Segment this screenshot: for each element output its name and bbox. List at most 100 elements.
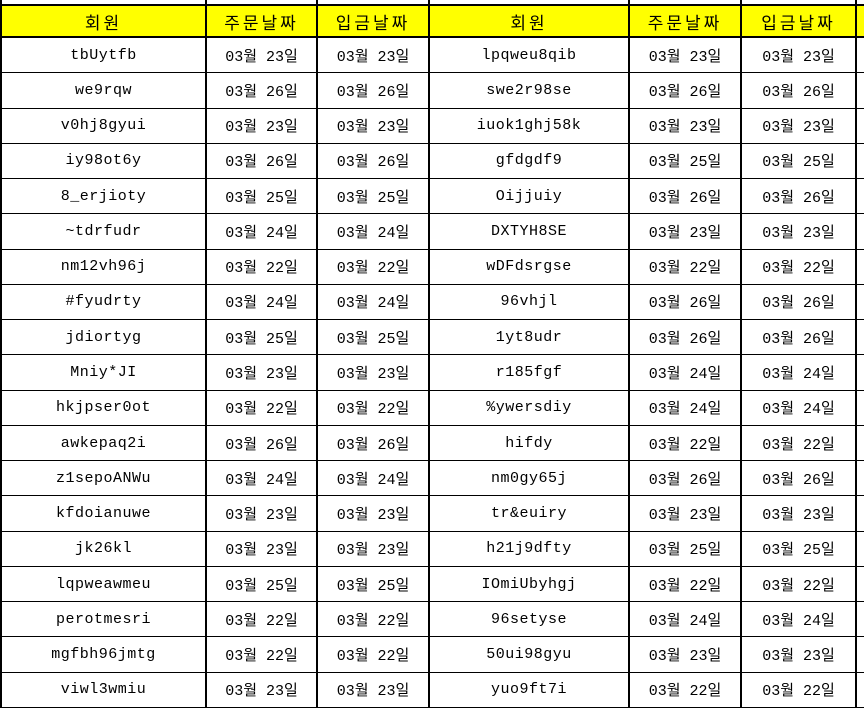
member-cell[interactable]: %ywersdiy <box>430 390 630 426</box>
member-cell[interactable]: tbUytfb <box>0 38 207 74</box>
order-date-cell[interactable]: 03월 26일 <box>630 320 742 356</box>
member-cell[interactable]: z1sepoANWu <box>0 461 207 497</box>
deposit-date-cell[interactable]: 03월 23일 <box>318 496 430 532</box>
order-date-cell[interactable]: 03월 23일 <box>630 38 742 74</box>
order-date-cell[interactable]: 03월 23일 <box>207 672 318 708</box>
member-cell[interactable]: v0hj8gyui <box>0 108 207 144</box>
order-date-cell[interactable]: 03월 26일 <box>630 284 742 321</box>
member-cell[interactable]: r185fgf <box>430 355 630 391</box>
deposit-date-cell[interactable]: 03월 25일 <box>742 531 857 567</box>
order-date-cell[interactable]: 03월 26일 <box>207 425 318 462</box>
deposit-date-cell[interactable]: 03월 26일 <box>742 284 857 321</box>
deposit-date-cell[interactable]: 03월 26일 <box>742 461 857 497</box>
deposit-date-cell[interactable]: 03월 24일 <box>318 461 430 497</box>
member-cell[interactable]: awkepaq2i <box>0 425 207 462</box>
member-cell[interactable]: DXTYH8SE <box>430 214 630 250</box>
member-cell[interactable]: iy98ot6y <box>0 143 207 180</box>
order-date-cell[interactable]: 03월 24일 <box>630 602 742 638</box>
member-cell[interactable]: Mniy*JI <box>0 355 207 391</box>
member-cell[interactable]: nm0gy65j <box>430 461 630 497</box>
deposit-date-cell[interactable]: 03월 23일 <box>318 672 430 708</box>
member-cell[interactable]: lpqweu8qib <box>430 38 630 74</box>
member-cell[interactable]: wDFdsrgse <box>430 249 630 285</box>
member-cell[interactable]: swe2r98se <box>430 73 630 109</box>
column-header-order-date-left[interactable]: 주문날짜 <box>207 4 318 38</box>
deposit-date-cell[interactable]: 03월 22일 <box>318 249 430 285</box>
deposit-date-cell[interactable]: 03월 24일 <box>318 284 430 321</box>
deposit-date-cell[interactable]: 03월 26일 <box>742 320 857 356</box>
order-date-cell[interactable]: 03월 24일 <box>207 214 318 250</box>
deposit-date-cell[interactable]: 03월 22일 <box>742 672 857 708</box>
member-cell[interactable]: #fyudrty <box>0 284 207 321</box>
deposit-date-cell[interactable]: 03월 26일 <box>742 179 857 215</box>
member-cell[interactable]: 96vhjl <box>430 284 630 321</box>
order-date-cell[interactable]: 03월 22일 <box>630 425 742 462</box>
deposit-date-cell[interactable]: 03월 26일 <box>742 73 857 109</box>
deposit-date-cell[interactable]: 03월 23일 <box>742 496 857 532</box>
order-date-cell[interactable]: 03월 22일 <box>630 249 742 285</box>
order-date-cell[interactable]: 03월 23일 <box>630 108 742 144</box>
order-date-cell[interactable]: 03월 23일 <box>630 637 742 673</box>
member-cell[interactable]: we9rqw <box>0 73 207 109</box>
order-date-cell[interactable]: 03월 23일 <box>630 496 742 532</box>
member-cell[interactable]: jdiortyg <box>0 320 207 356</box>
order-date-cell[interactable]: 03월 22일 <box>207 637 318 673</box>
order-date-cell[interactable]: 03월 26일 <box>207 143 318 180</box>
order-date-cell[interactable]: 03월 22일 <box>630 672 742 708</box>
column-header-member-left[interactable]: 회원 <box>0 4 207 38</box>
member-cell[interactable]: mgfbh96jmtg <box>0 637 207 673</box>
order-date-cell[interactable]: 03월 22일 <box>207 602 318 638</box>
order-date-cell[interactable]: 03월 25일 <box>207 566 318 603</box>
column-header-deposit-date-left[interactable]: 입금날짜 <box>318 4 430 38</box>
deposit-date-cell[interactable]: 03월 24일 <box>742 390 857 426</box>
deposit-date-cell[interactable]: 03월 25일 <box>318 179 430 215</box>
member-cell[interactable]: iuok1ghj58k <box>430 108 630 144</box>
deposit-date-cell[interactable]: 03월 26일 <box>318 73 430 109</box>
order-date-cell[interactable]: 03월 26일 <box>630 73 742 109</box>
order-date-cell[interactable]: 03월 24일 <box>630 390 742 426</box>
order-date-cell[interactable]: 03월 26일 <box>630 461 742 497</box>
member-cell[interactable]: Oijjuiy <box>430 179 630 215</box>
order-date-cell[interactable]: 03월 25일 <box>207 179 318 215</box>
deposit-date-cell[interactable]: 03월 23일 <box>318 355 430 391</box>
order-date-cell[interactable]: 03월 25일 <box>207 320 318 356</box>
member-cell[interactable]: tr&euiry <box>430 496 630 532</box>
deposit-date-cell[interactable]: 03월 22일 <box>742 425 857 462</box>
deposit-date-cell[interactable]: 03월 24일 <box>742 355 857 391</box>
member-cell[interactable]: kfdoianuwe <box>0 496 207 532</box>
deposit-date-cell[interactable]: 03월 25일 <box>318 566 430 603</box>
member-cell[interactable]: yuo9ft7i <box>430 672 630 708</box>
member-cell[interactable]: jk26kl <box>0 531 207 567</box>
deposit-date-cell[interactable]: 03월 23일 <box>742 637 857 673</box>
deposit-date-cell[interactable]: 03월 23일 <box>318 531 430 567</box>
member-cell[interactable]: gfdgdf9 <box>430 143 630 180</box>
order-date-cell[interactable]: 03월 24일 <box>630 355 742 391</box>
deposit-date-cell[interactable]: 03월 22일 <box>742 249 857 285</box>
deposit-date-cell[interactable]: 03월 26일 <box>318 143 430 180</box>
order-date-cell[interactable]: 03월 23일 <box>207 531 318 567</box>
order-date-cell[interactable]: 03월 24일 <box>207 284 318 321</box>
deposit-date-cell[interactable]: 03월 23일 <box>742 38 857 74</box>
deposit-date-cell[interactable]: 03월 23일 <box>318 108 430 144</box>
deposit-date-cell[interactable]: 03월 26일 <box>318 425 430 462</box>
order-date-cell[interactable]: 03월 23일 <box>630 214 742 250</box>
deposit-date-cell[interactable]: 03월 22일 <box>318 390 430 426</box>
order-date-cell[interactable]: 03월 25일 <box>630 531 742 567</box>
member-cell[interactable]: 50ui98gyu <box>430 637 630 673</box>
order-date-cell[interactable]: 03월 22일 <box>630 566 742 603</box>
member-cell[interactable]: viwl3wmiu <box>0 672 207 708</box>
column-header-deposit-date-right[interactable]: 입금날짜 <box>742 4 857 38</box>
member-cell[interactable]: IOmiUbyhgj <box>430 566 630 603</box>
order-date-cell[interactable]: 03월 25일 <box>630 143 742 180</box>
deposit-date-cell[interactable]: 03월 22일 <box>742 566 857 603</box>
member-cell[interactable]: lqpweawmeu <box>0 566 207 603</box>
deposit-date-cell[interactable]: 03월 23일 <box>742 214 857 250</box>
deposit-date-cell[interactable]: 03월 25일 <box>318 320 430 356</box>
column-header-order-date-right[interactable]: 주문날짜 <box>630 4 742 38</box>
order-date-cell[interactable]: 03월 26일 <box>630 179 742 215</box>
member-cell[interactable]: hkjpser0ot <box>0 390 207 426</box>
deposit-date-cell[interactable]: 03월 23일 <box>318 38 430 74</box>
column-header-member-right[interactable]: 회원 <box>430 4 630 38</box>
order-date-cell[interactable]: 03월 22일 <box>207 249 318 285</box>
member-cell[interactable]: h21j9dfty <box>430 531 630 567</box>
